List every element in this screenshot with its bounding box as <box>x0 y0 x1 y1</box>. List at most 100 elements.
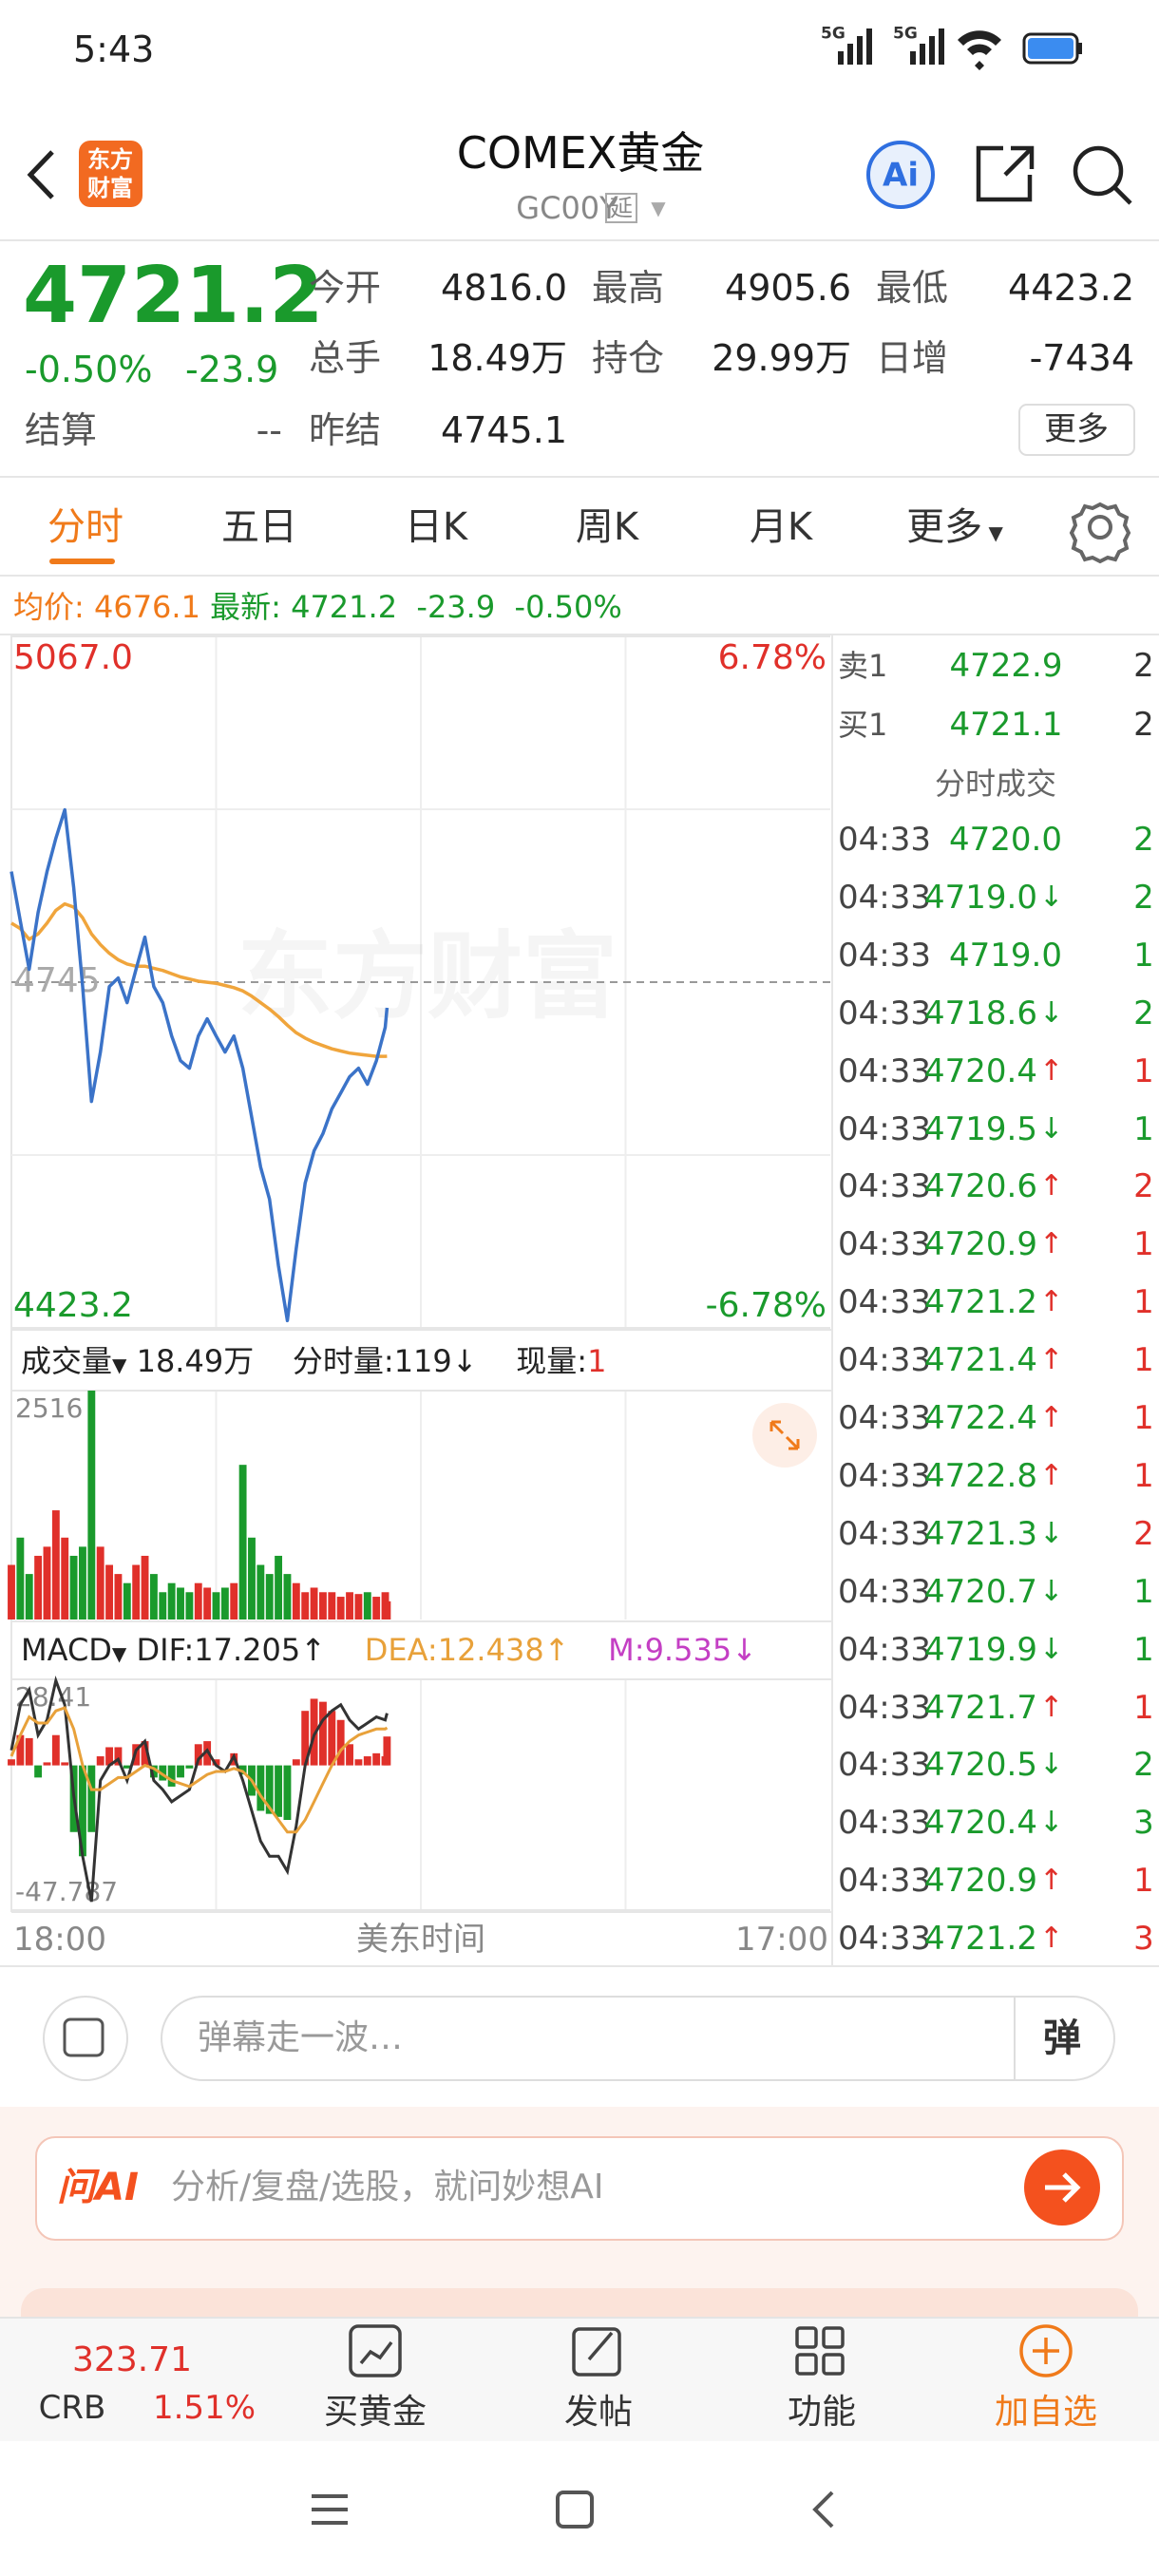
system-nav[interactable] <box>312 2491 834 2529</box>
danmu-placeholder[interactable]: 弹幕走一波… <box>198 2018 404 2057</box>
macd-bar <box>336 1719 345 1766</box>
index-change[interactable]: 1.51% <box>152 2389 256 2427</box>
volume-bar <box>87 1391 96 1619</box>
volume-bar <box>372 1597 381 1619</box>
trade-time: 04:33 <box>838 878 931 917</box>
y-tick-label: -47.787 <box>15 1876 118 1907</box>
dropdown-arrow[interactable]: ▼ <box>651 197 666 219</box>
volume-bar <box>230 1582 238 1619</box>
settle-value: -- <box>256 409 282 451</box>
trade-volume: 1 <box>1133 1572 1154 1611</box>
field-label: 最低 <box>876 267 949 309</box>
trade-arrow: ↓ <box>1039 1574 1064 1608</box>
more-button[interactable] <box>1018 404 1135 456</box>
macd-bar <box>194 1744 202 1766</box>
back-icon[interactable] <box>27 150 54 199</box>
share-icon[interactable] <box>976 145 1035 202</box>
volume-label[interactable]: 成交量 <box>21 1343 113 1379</box>
volume-bar <box>114 1574 123 1619</box>
status-time: 5:43 <box>73 28 155 70</box>
trade-price: 4722.8 <box>924 1456 1037 1495</box>
nav-item[interactable]: 功能 <box>787 2393 857 2432</box>
volume-header: 成交量▼ 18.49万 分时量:119↓ 现量:1 <box>21 1343 607 1379</box>
macd-bar <box>354 1759 363 1766</box>
more-button-label[interactable]: 更多 <box>1044 410 1109 448</box>
volume-bar <box>319 1592 327 1619</box>
nav-item[interactable]: 买黄金 <box>323 2393 428 2432</box>
danmu-button[interactable]: 弹 <box>1043 2017 1081 2060</box>
volume-bar <box>159 1592 167 1619</box>
volume-bar <box>203 1587 212 1619</box>
macd-bar <box>105 1747 113 1766</box>
page-title: COMEX黄金 <box>456 127 705 179</box>
field-value: -7434 <box>1029 337 1134 379</box>
tab[interactable]: 日K <box>404 505 468 549</box>
macd-bar <box>301 1711 310 1766</box>
trade-volume: 1 <box>1133 1399 1154 1437</box>
macd-bar <box>177 1765 184 1778</box>
trade-arrow: ↑ <box>1039 1169 1064 1203</box>
current-label: 现量: <box>516 1343 588 1379</box>
macd-bar <box>203 1741 212 1766</box>
nav-item[interactable]: 发帖 <box>563 2393 634 2432</box>
ai-input[interactable] <box>35 2136 1124 2241</box>
macd-bar <box>25 1737 33 1766</box>
volume-bar <box>265 1574 274 1619</box>
trade-price: 4720.5 <box>924 1746 1037 1785</box>
tab[interactable]: 周K <box>575 505 639 549</box>
trade-price: 4720.7 <box>924 1572 1037 1611</box>
volume-bar <box>141 1555 149 1619</box>
volume-bar <box>283 1574 292 1619</box>
trade-time: 04:33 <box>838 1283 931 1322</box>
index-name[interactable]: CRB <box>38 2389 106 2427</box>
settings-icon[interactable] <box>1069 502 1131 564</box>
danmu-input[interactable] <box>161 1996 1115 2081</box>
trade-price: 4719.0 <box>924 878 1037 917</box>
search-icon[interactable] <box>1073 145 1132 205</box>
tab[interactable]: 更多 ▼ <box>906 505 1003 549</box>
trade-time: 04:33 <box>838 1167 931 1206</box>
trade-price: 4721.2 <box>924 1283 1037 1322</box>
tab[interactable]: 五日 <box>221 505 297 549</box>
volume-bar <box>25 1574 33 1619</box>
m-arrow: ↓ <box>732 1632 757 1668</box>
volume-bar <box>132 1564 141 1619</box>
trade-arrow: ↑ <box>1039 1343 1064 1377</box>
volume-bar <box>185 1592 194 1619</box>
volume-bar <box>123 1582 131 1619</box>
y-tick-label: 2516 <box>15 1392 83 1424</box>
trade-arrow: ↑ <box>1039 1458 1064 1492</box>
danmu-icon[interactable] <box>43 1996 128 2081</box>
trade-time: 04:33 <box>838 1920 931 1959</box>
trade-time: 04:33 <box>838 1572 931 1611</box>
trade-volume: 1 <box>1133 1456 1154 1495</box>
network: 5G <box>893 24 918 44</box>
dea-arrow: ↑ <box>543 1632 570 1668</box>
macd-bar <box>383 1736 391 1766</box>
tick-vol: 119 <box>393 1343 452 1379</box>
nav-item[interactable]: 加自选 <box>994 2393 1098 2432</box>
trade-time: 04:33 <box>838 1456 931 1495</box>
macd-bar <box>96 1756 104 1766</box>
tab[interactable]: 月K <box>749 505 813 549</box>
tab-caret: ▼ <box>982 521 1003 544</box>
expand-icon[interactable] <box>752 1403 817 1468</box>
ai-icon[interactable] <box>866 141 935 209</box>
macd-bar <box>212 1759 220 1766</box>
field-label: 日增 <box>876 337 949 379</box>
volume-bar <box>275 1555 283 1619</box>
trade-price: 4722.4 <box>924 1399 1037 1437</box>
logo <box>79 141 142 207</box>
trade-arrow: ↓ <box>1039 1111 1064 1146</box>
m-label: M:9.535 <box>608 1632 732 1668</box>
trade-arrow: ↑ <box>1039 1864 1064 1898</box>
macd-bar <box>185 1765 194 1769</box>
dea-label: DEA:12.438 <box>364 1632 544 1668</box>
volume-bar <box>248 1537 256 1619</box>
tab[interactable]: 分时 <box>48 505 124 549</box>
logo-text: 东方 <box>87 146 133 173</box>
ai-placeholder[interactable]: 分析/复盘/选股，就问妙想AI <box>171 2168 604 2207</box>
index-value[interactable]: 323.71 <box>72 2340 192 2379</box>
macd-label[interactable]: MACD <box>21 1632 112 1668</box>
